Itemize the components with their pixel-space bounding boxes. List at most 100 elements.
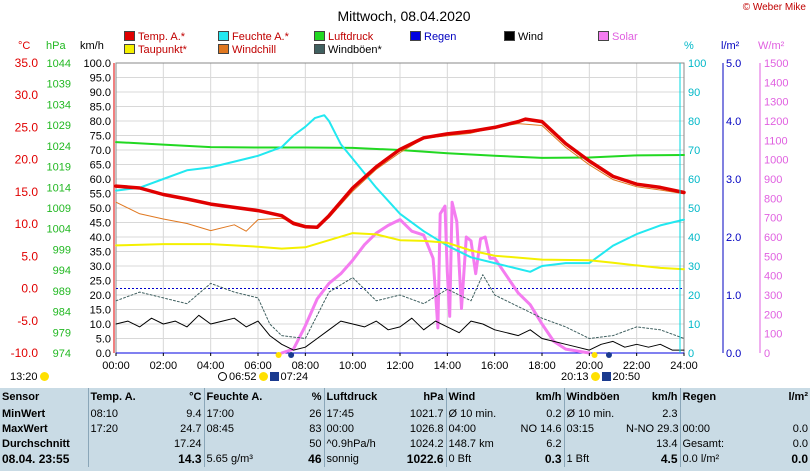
unit-wind: km/h [80, 40, 104, 52]
y-tick-humidity: 100 [688, 58, 706, 70]
y-tick-temp: -10.0 [11, 346, 39, 360]
y-tick-wind: 30.0 [90, 261, 111, 273]
y-tick-solar: 900 [764, 174, 782, 186]
stats-row-max: MaxWert 17:20 24.7 08:45 83 00:00 1026.8… [0, 422, 810, 437]
y-tick-rain: 4.0 [726, 116, 741, 128]
x-tick-label: 04:00 [197, 360, 225, 371]
stat-cell: ^0.9hPa/h [326, 438, 376, 450]
y-tick-wind: 50.0 [90, 203, 111, 215]
y-tick-pressure: 1039 [47, 79, 71, 91]
header-cell: Windböen [566, 391, 620, 403]
x-tick-label: 18:00 [528, 360, 556, 371]
chart-series [114, 114, 686, 355]
y-tick-wind: 70.0 [90, 145, 111, 157]
y-tick-temp: -5.0 [17, 314, 38, 328]
series-line-humidity [115, 114, 685, 273]
y-tick-wind: 85.0 [90, 102, 111, 114]
y-tick-wind: 55.0 [90, 189, 111, 201]
header-cell: Luftdruck [326, 391, 378, 403]
y-tick-wind: 25.0 [90, 276, 111, 288]
legend-swatch-icon [598, 31, 609, 41]
row-label: Durchschnitt [0, 437, 89, 452]
legend-label: Solar [612, 31, 638, 43]
stats-row-avg: Durchschnitt 17.24 50 ^0.9hPa/h 1024.2 1… [0, 437, 810, 452]
stat-cell: 0.0 [792, 438, 808, 450]
stat-cell: 26 [270, 407, 325, 422]
series-line-temp [114, 117, 686, 230]
stat-cell: 0.0 l/m² [682, 453, 720, 465]
stat-cell: 4.5 [624, 452, 681, 467]
y-tick-pressure: 979 [53, 327, 71, 339]
y-tick-pressure: 1044 [47, 58, 71, 70]
stats-panel: Sensor Temp. A. °C Feuchte A. % Luftdruc… [0, 388, 810, 471]
stat-cell [680, 407, 748, 422]
stat-cell: 46 [270, 452, 325, 467]
x-tick-label: 24:00 [670, 360, 698, 371]
stats-row-min: MinWert 08:10 9.4 17:00 26 17:45 1021.7 … [0, 407, 810, 422]
header-cell: Sensor [0, 388, 89, 407]
y-tick-temp: 25.0 [15, 120, 39, 134]
y-tick-rain: 0.0 [726, 348, 741, 360]
stat-cell: 13.4 [624, 437, 681, 452]
y-tick-temp: 20.0 [15, 153, 39, 167]
stat-cell: 04:00 [448, 423, 477, 435]
y-tick-solar: 400 [764, 271, 782, 283]
header-cell: km/h [624, 388, 681, 407]
y-tick-solar: 1000 [764, 155, 788, 167]
left-time-label: 13:20 [10, 371, 49, 383]
stats-table: Sensor Temp. A. °C Feuchte A. % Luftdruc… [0, 388, 810, 467]
x-tick-label: 08:00 [292, 360, 320, 371]
y-tick-wind: 80.0 [90, 116, 111, 128]
y-tick-humidity: 80 [688, 116, 700, 128]
stat-cell: 03:15 [566, 423, 595, 435]
y-tick-wind: 90.0 [90, 87, 111, 99]
y-tick-humidity: 20 [688, 290, 700, 302]
x-tick-label: 10:00 [339, 360, 367, 371]
unit-temp: °C [18, 40, 31, 52]
x-tick-label: 00:00 [102, 360, 130, 371]
legend-gusts: Windböen* [314, 44, 382, 56]
moonrise-time: 07:24 [280, 371, 309, 383]
header-cell: hPa [388, 388, 447, 407]
x-tick-label: 12:00 [386, 360, 414, 371]
legend-label: Temp. A.* [138, 31, 186, 43]
y-tick-humidity: 30 [688, 261, 700, 273]
stat-cell: 0.0 [791, 452, 808, 466]
legend-wind: Wind [504, 31, 543, 43]
series-line-wind [115, 274, 685, 339]
y-tick-wind: 20.0 [90, 290, 111, 302]
y-tick-humidity: 90 [688, 87, 700, 99]
y-tick-solar: 100 [764, 329, 782, 341]
y-tick-solar: 1200 [764, 116, 788, 128]
legend-temp: Temp. A.* [124, 31, 185, 43]
legend-solar: Solar [598, 31, 638, 43]
y-tick-humidity: 0 [688, 348, 694, 360]
header-cell: l/m² [788, 391, 808, 403]
stat-cell: 14.3 [146, 452, 205, 467]
legend-label: Windböen* [328, 44, 382, 56]
stat-cell: 0.0 [792, 423, 808, 435]
legend-label: Feuchte A.* [232, 31, 289, 43]
y-tick-wind: 10.0 [90, 319, 111, 331]
header-cell: Feuchte A. [206, 391, 263, 403]
legend-swatch-icon [410, 31, 421, 41]
legend-swatch-icon [124, 31, 135, 41]
y-tick-rain: 2.0 [726, 232, 741, 244]
sun-moon-marker [275, 352, 282, 358]
legend-label: Regen [424, 31, 457, 43]
y-tick-solar: 1300 [764, 97, 788, 109]
header-cell: % [270, 388, 325, 407]
sun-icon [39, 372, 49, 381]
stat-cell: 24.7 [146, 422, 205, 437]
stat-cell: 1 Bft [566, 453, 590, 465]
header-cell: Regen [682, 391, 717, 403]
y-tick-pressure: 1024 [47, 141, 71, 153]
y-tick-humidity: 60 [688, 174, 700, 186]
y-tick-pressure: 974 [53, 348, 71, 360]
series-line-temp [115, 123, 685, 232]
sunset-time: 20:13 [561, 371, 589, 383]
header-cell: Temp. A. [90, 391, 136, 403]
legend-label: Luftdruck [328, 31, 374, 43]
stat-cell [88, 452, 146, 467]
y-tick-solar: 600 [764, 232, 782, 244]
